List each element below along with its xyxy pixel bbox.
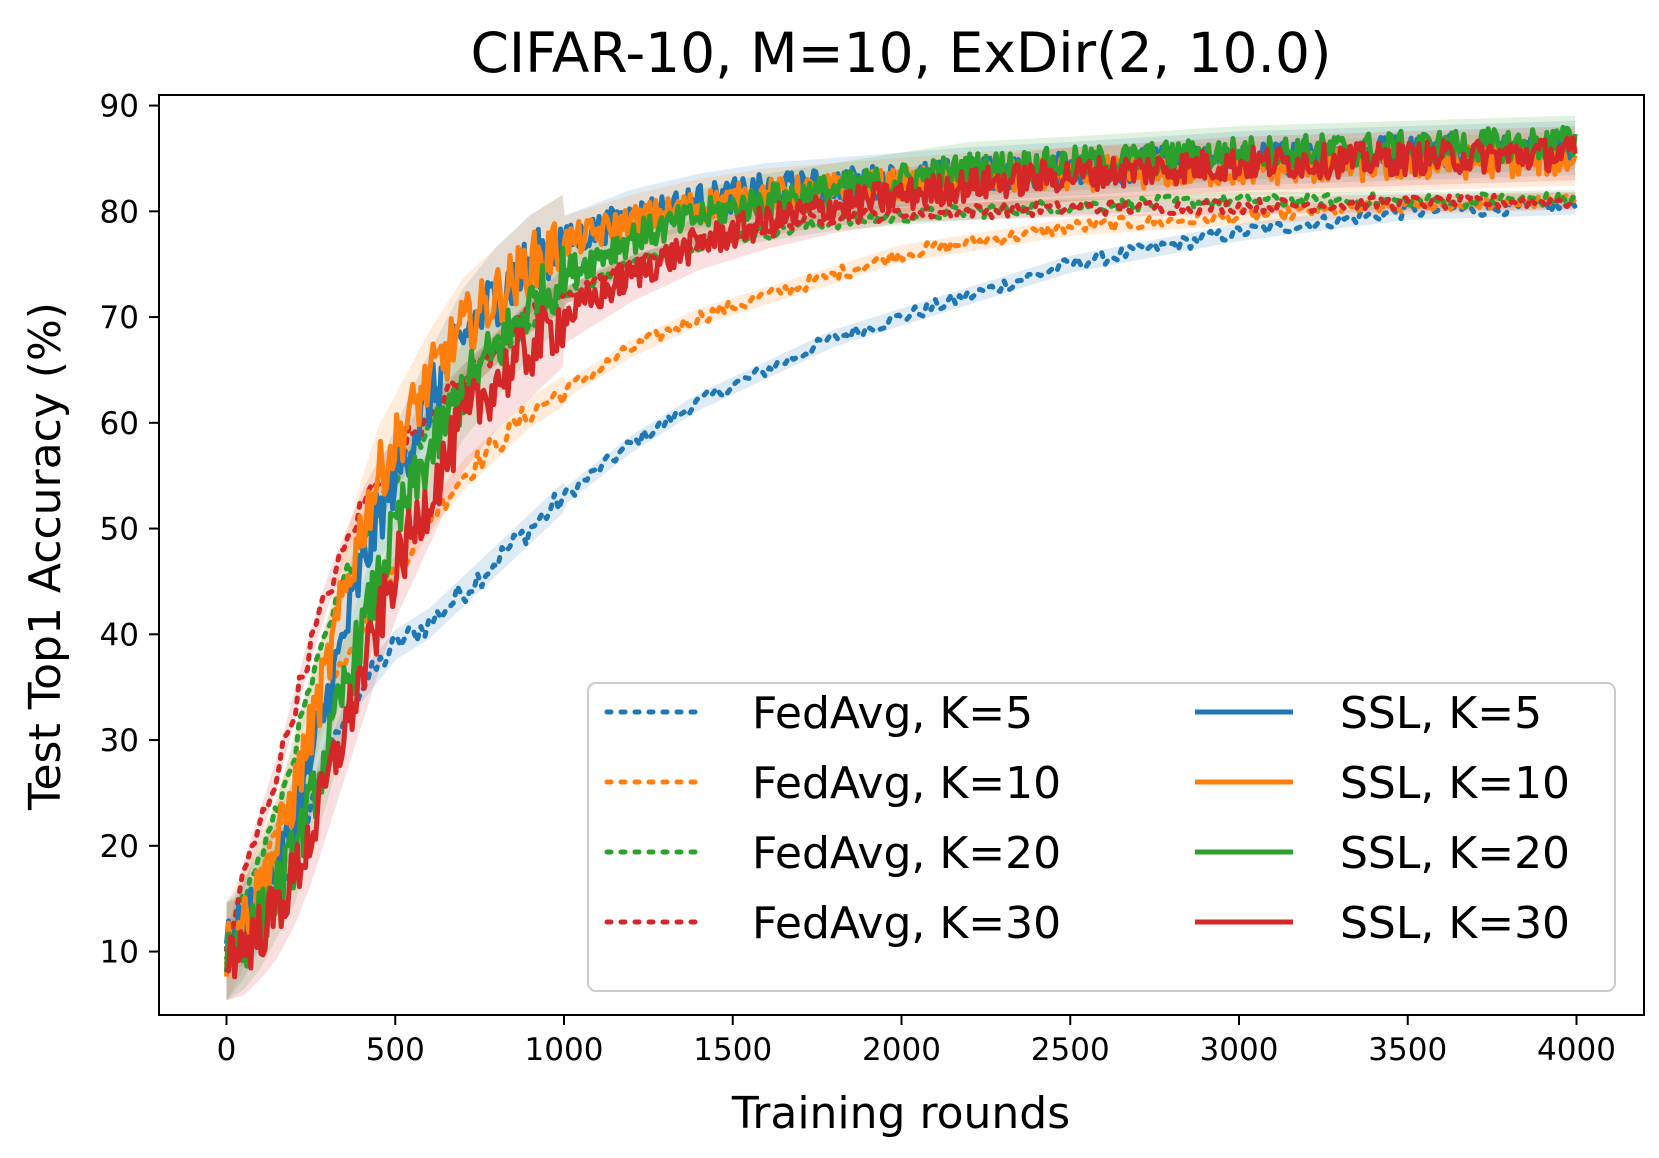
legend-label: SSL, K=30 [1340, 898, 1570, 949]
series-line [224, 135, 1578, 980]
x-axis-ticks: 0 500 1000 1500 2000 2500 3000 3500 4000 [217, 1015, 1616, 1068]
legend-label: FedAvg, K=30 [752, 898, 1061, 949]
legend-label: FedAvg, K=20 [752, 828, 1061, 879]
chart-title: CIFAR-10, M=10, ExDir(2, 10.0) [471, 21, 1332, 85]
y-tick-label: 40 [100, 617, 139, 653]
x-tick-label: 4000 [1537, 1032, 1616, 1068]
y-axis-label: Test Top1 Accuracy (%) [20, 302, 71, 811]
x-tick-label: 3500 [1368, 1032, 1447, 1068]
x-tick-label: 1000 [525, 1032, 604, 1068]
x-tick-label: 1500 [693, 1032, 772, 1068]
x-tick-label: 2000 [862, 1032, 941, 1068]
series-line [224, 197, 1578, 959]
series-lines [224, 124, 1578, 980]
y-tick-label: 10 [100, 935, 139, 971]
legend-label: SSL, K=10 [1340, 758, 1570, 809]
y-tick-label: 60 [100, 406, 139, 442]
legend-label: FedAvg, K=10 [752, 758, 1061, 809]
x-tick-label: 3000 [1200, 1032, 1279, 1068]
x-tick-label: 0 [217, 1032, 237, 1068]
y-axis-ticks: 10 20 30 40 50 60 70 80 90 [100, 89, 159, 971]
x-tick-label: 2500 [1031, 1032, 1110, 1068]
legend-label: FedAvg, K=5 [752, 688, 1033, 739]
y-tick-label: 90 [100, 89, 139, 125]
y-tick-label: 30 [100, 723, 139, 759]
legend-box [587, 682, 1616, 992]
series-line [224, 192, 1578, 953]
legend: FedAvg, K=5 FedAvg, K=10 FedAvg, K=20 FedAv… [587, 682, 1616, 992]
legend-label: SSL, K=20 [1340, 828, 1570, 879]
x-axis-label: Training rounds [731, 1088, 1070, 1139]
y-tick-label: 20 [100, 829, 139, 865]
series-band [226, 192, 1576, 967]
x-tick-label: 500 [366, 1032, 425, 1068]
y-tick-label: 80 [100, 194, 139, 230]
legend-label: SSL, K=5 [1340, 688, 1542, 739]
y-tick-label: 70 [100, 300, 139, 336]
y-tick-label: 50 [100, 512, 139, 548]
